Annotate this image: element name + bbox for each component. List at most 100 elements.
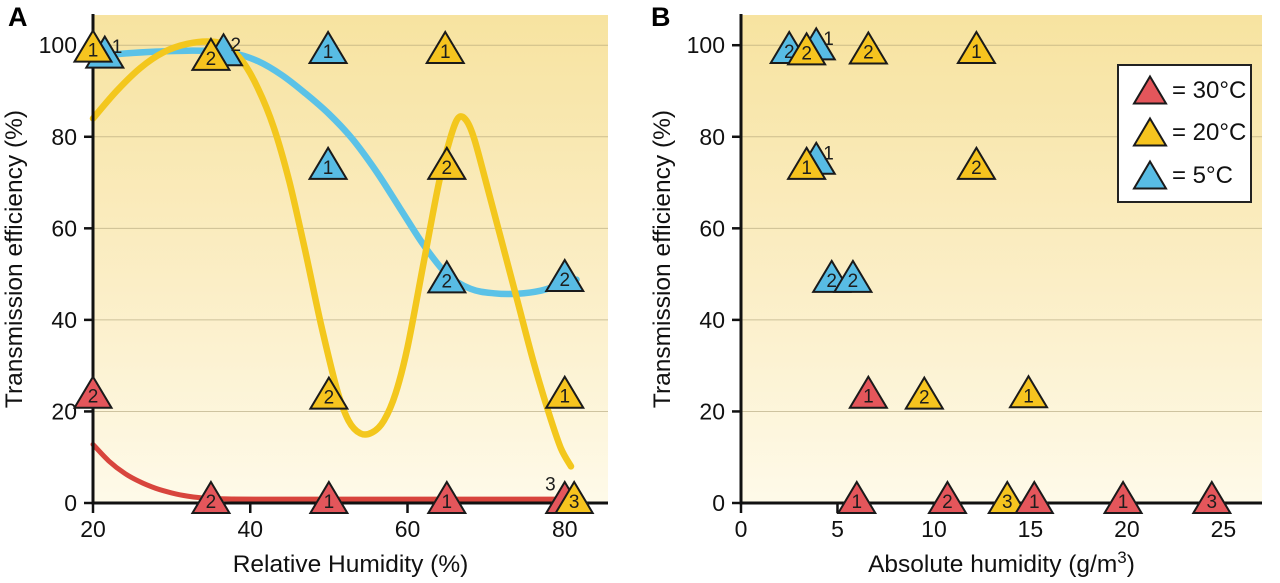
- legend-triangle-30C: [1132, 74, 1168, 105]
- replicate-label: 2: [848, 271, 859, 292]
- replicate-label: 2: [942, 492, 953, 513]
- x-tick-label: 10: [921, 516, 947, 542]
- y-axis-title: Transmission efficiency (%): [1, 110, 28, 408]
- triangle-marker: [786, 31, 827, 66]
- y-tick-label: 80: [51, 124, 77, 150]
- x-tick-label: 40: [237, 516, 263, 542]
- triangle-marker: [1014, 480, 1055, 515]
- replicate-label: 2: [919, 388, 930, 409]
- data-point-30C: 1: [1014, 480, 1055, 515]
- x-axis-title: Absolute humidity (g/m3): [868, 548, 1135, 578]
- replicate-label: 2: [206, 492, 217, 513]
- y-tick-label: 20: [51, 398, 77, 424]
- y-tick-label: 0: [64, 490, 77, 516]
- replicate-label: 1: [971, 42, 982, 63]
- y-tick-label: 0: [712, 490, 725, 516]
- data-point-20C: 1: [786, 145, 827, 180]
- data-point-30C: 1: [848, 374, 889, 409]
- x-axis-title: Relative Humidity (%): [233, 551, 469, 578]
- replicate-label: 1: [324, 492, 335, 513]
- data-point-30C: 2: [72, 374, 114, 409]
- triangle-marker: [836, 480, 878, 515]
- triangle-marker: [1102, 480, 1144, 515]
- replicate-label: 3: [1207, 492, 1218, 513]
- data-point-20C: 2: [190, 36, 232, 71]
- data-point-20C: 2: [426, 145, 468, 180]
- data-point-30C: 1: [308, 480, 350, 515]
- data-point-20C: 2: [848, 30, 889, 65]
- data-point-20C: 1: [544, 374, 586, 409]
- data-point-20C: 1: [72, 28, 114, 63]
- triangle-marker: [848, 30, 889, 65]
- replicate-label: 1: [112, 37, 123, 58]
- y-tick-label: 40: [699, 307, 725, 333]
- replicate-label: 2: [801, 43, 812, 64]
- curve-5C: [89, 47, 580, 298]
- y-tick-label: 100: [39, 32, 77, 58]
- data-point-30C: 1: [1102, 480, 1144, 515]
- triangle-marker: [786, 145, 827, 180]
- triangle-marker: [987, 480, 1028, 515]
- legend-label: = 30°C: [1172, 77, 1246, 104]
- data-point-30C: 3: [1191, 480, 1233, 515]
- replicate-label: 2: [442, 158, 453, 179]
- replicate-label: 1: [323, 158, 334, 179]
- triangle-marker: [426, 480, 468, 515]
- replicate-label: 3: [1002, 492, 1013, 513]
- replicate-label: 1: [1023, 386, 1034, 407]
- replicate-label: 2: [784, 42, 795, 63]
- triangle-marker: [72, 28, 114, 63]
- panel-label: A: [8, 2, 28, 32]
- data-point-20C: 2: [786, 31, 827, 66]
- triangle-marker: [307, 30, 349, 65]
- triangle-marker: [553, 480, 595, 515]
- y-tick-label: 80: [699, 124, 725, 150]
- replicate-label: 1: [1118, 492, 1129, 513]
- triangle-marker: [424, 30, 466, 65]
- y-tick-label: 60: [699, 215, 725, 241]
- data-point-20C: 2: [308, 375, 350, 410]
- data-point-20C: 1: [1008, 374, 1049, 409]
- triangle-marker: [832, 258, 874, 293]
- replicate-label: 1: [823, 143, 834, 164]
- x-tick-label: 20: [80, 516, 106, 542]
- replicate-label: 1: [559, 387, 570, 408]
- replicate-label: 2: [88, 387, 99, 408]
- replicate-label: 1: [442, 492, 453, 513]
- triangle-marker: [927, 480, 968, 515]
- triangle-marker: [1191, 480, 1233, 515]
- replicate-label: 1: [863, 387, 874, 408]
- triangle-marker: [426, 259, 468, 294]
- legend-triangle-5C: [1132, 159, 1168, 190]
- data-point-5C: 2: [544, 258, 586, 292]
- data-point-20C: 1: [956, 30, 997, 65]
- replicate-label: 1: [823, 29, 834, 50]
- replicate-label: 2: [863, 42, 874, 63]
- triangle-marker: [308, 480, 350, 515]
- x-tick-label: 80: [552, 516, 578, 542]
- data-point-5C: 2: [426, 259, 468, 294]
- y-tick-label: 100: [687, 32, 725, 58]
- x-tick-label: 0: [735, 516, 748, 542]
- replicate-label: 2: [206, 49, 217, 70]
- data-point-5C: 1: [307, 145, 349, 180]
- replicate-label: 1: [88, 41, 99, 62]
- x-tick-label: 25: [1211, 516, 1237, 542]
- replicate-label: 2: [442, 271, 453, 292]
- triangle-marker: [190, 480, 232, 515]
- data-point-20C: 3: [553, 480, 595, 515]
- legend-triangle-20C: [1132, 116, 1168, 147]
- triangle-marker: [904, 375, 945, 410]
- data-point-5C: 1: [307, 30, 349, 65]
- y-tick-label: 60: [51, 215, 77, 241]
- triangle-marker: [307, 145, 349, 180]
- y-tick-label: 20: [699, 398, 725, 424]
- replicate-label: 1: [851, 492, 862, 513]
- legend-label: = 5°C: [1172, 162, 1233, 189]
- y-axis-title: Transmission efficiency (%): [649, 110, 676, 408]
- triangle-marker: [956, 30, 997, 65]
- x-tick-label: 60: [395, 516, 421, 542]
